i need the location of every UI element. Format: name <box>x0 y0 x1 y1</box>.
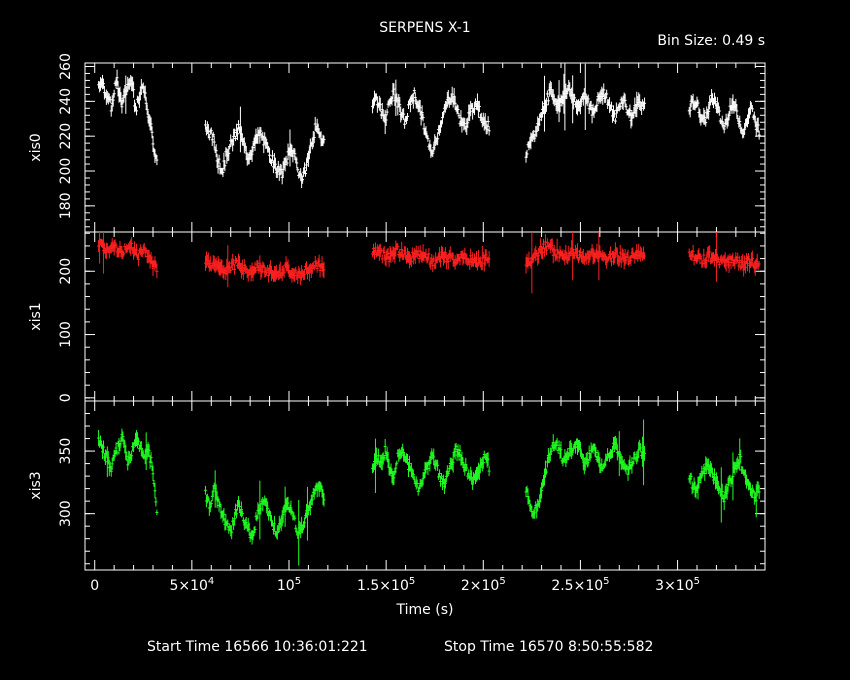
x-tick-label: 1.5×105 <box>357 576 415 594</box>
stop-time-label: Stop Time 16570 8:50:55:582 <box>444 639 653 655</box>
chart-title: SERPENS X-1 <box>379 20 470 36</box>
x-tick-label: 5×104 <box>169 576 214 594</box>
start-time-label: Start Time 16566 10:36:01:221 <box>147 639 368 655</box>
y-tick-label-xis0: 240 <box>58 88 74 115</box>
y-tick-label-xis0: 180 <box>58 192 74 219</box>
y-tick-label-xis3: 350 <box>58 438 74 465</box>
x-tick-label: 3×105 <box>655 576 700 594</box>
panel-frame-xis3 <box>84 400 766 571</box>
y-tick-label-xis0: 260 <box>58 53 74 80</box>
y-axis-label-xis0: xis0 <box>28 133 44 161</box>
x-axis-label: Time (s) <box>396 602 454 618</box>
panels-group: 180 200 220 240 260 xis0 0 100 200 xis1 300 350 xis3… <box>28 53 766 594</box>
bin-size-label: Bin Size: 0.49 s <box>657 33 765 49</box>
y-tick-label-xis1: 0 <box>58 393 74 402</box>
x-tick-label: 2×105 <box>461 576 506 594</box>
y-tick-label-xis1: 100 <box>58 321 74 348</box>
y-tick-label-xis0: 220 <box>58 123 74 150</box>
y-axis-label-xis1: xis1 <box>28 302 44 330</box>
x-tick-label: 105 <box>277 576 301 594</box>
panel-frame-xis0 <box>84 62 766 233</box>
x-tick-label: 0 <box>90 578 99 594</box>
y-tick-label-xis0: 200 <box>58 158 74 185</box>
y-tick-label-xis1: 200 <box>58 258 74 285</box>
y-axis-label-xis3: xis3 <box>28 471 44 499</box>
y-tick-label-xis3: 300 <box>58 500 74 527</box>
x-tick-label: 2.5×105 <box>551 576 609 594</box>
